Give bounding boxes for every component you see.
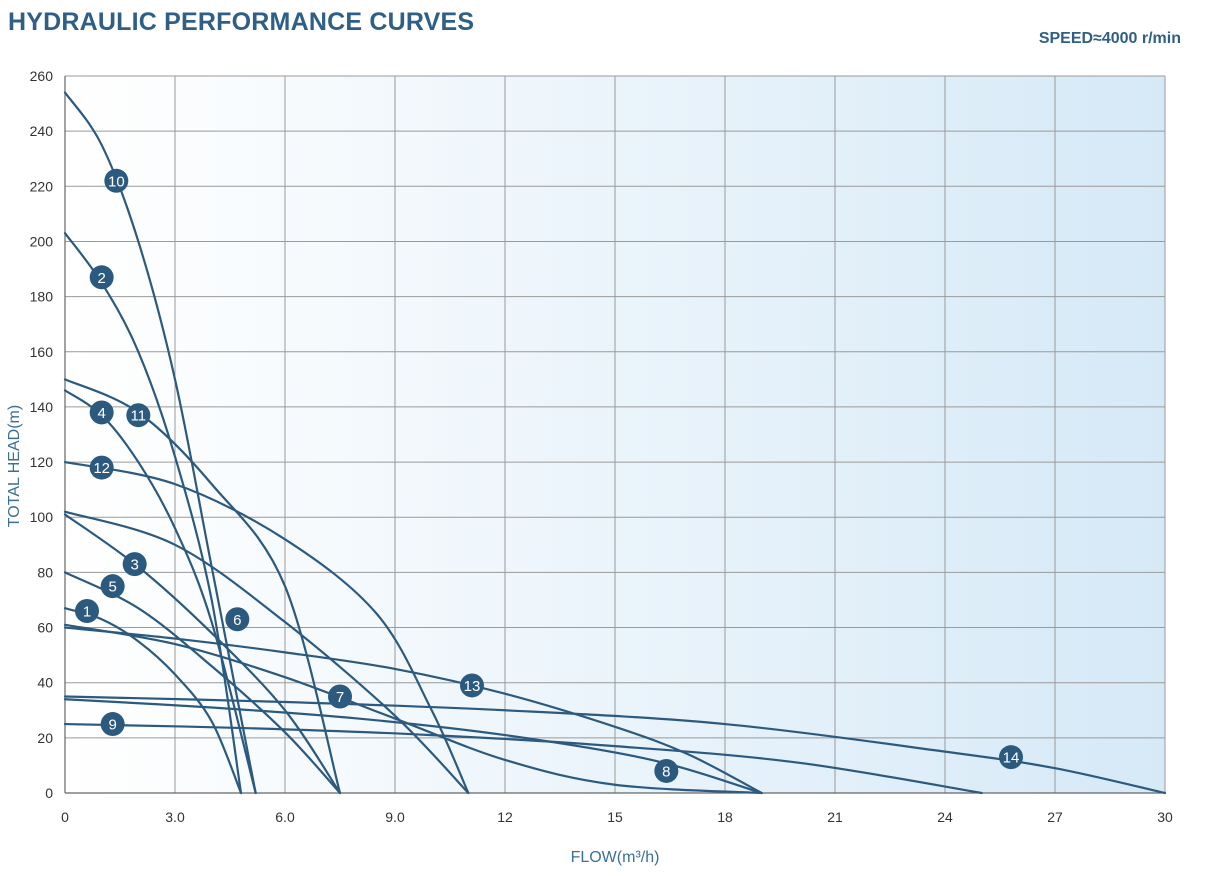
curve-label-13: 13 bbox=[460, 673, 484, 698]
y-tick-label: 260 bbox=[30, 68, 54, 84]
curve-14 bbox=[63, 695, 1167, 795]
curve-label-5: 5 bbox=[100, 574, 125, 599]
curve-label-8: 8 bbox=[654, 758, 679, 783]
curve-label-text: 10 bbox=[108, 173, 125, 190]
y-tick-label: 160 bbox=[30, 344, 54, 360]
curve-label-3: 3 bbox=[122, 552, 147, 577]
curve-label-text: 1 bbox=[83, 603, 91, 620]
y-tick-label: 220 bbox=[30, 178, 54, 194]
curve-label-badge bbox=[104, 168, 129, 193]
x-tick-label: 3.0 bbox=[165, 809, 185, 825]
curve-13 bbox=[63, 626, 763, 795]
curve-label-badge bbox=[126, 403, 151, 428]
curve-label-text: 6 bbox=[233, 612, 241, 629]
curve-label-badge bbox=[100, 712, 125, 737]
curve-label-14: 14 bbox=[999, 745, 1023, 770]
curve-label-badge bbox=[75, 598, 99, 623]
curve-label-badge bbox=[460, 673, 484, 698]
curve-label-text: 8 bbox=[662, 763, 670, 780]
curve-label-11: 11 bbox=[126, 403, 151, 428]
curve-label-text: 4 bbox=[97, 405, 105, 422]
grid bbox=[64, 75, 1166, 794]
curve-label-text: 7 bbox=[336, 689, 344, 706]
y-tick-label: 20 bbox=[37, 730, 53, 746]
x-tick-label: 6.0 bbox=[275, 809, 295, 825]
curve-label-text: 9 bbox=[108, 717, 116, 734]
curve-label-4: 4 bbox=[89, 400, 114, 425]
y-tick-label: 100 bbox=[30, 509, 54, 525]
curve-9 bbox=[63, 722, 983, 795]
x-axis-label: FLOW(m³/h) bbox=[571, 849, 660, 866]
y-tick-label: 240 bbox=[30, 123, 54, 139]
y-tick-label: 40 bbox=[37, 675, 53, 691]
y-axis-ticks: 0 20 40 60 80 100 120 140 160 180 200 220 240 260 bbox=[30, 68, 54, 801]
curve-label-text: 2 bbox=[97, 270, 105, 287]
y-tick-label: 140 bbox=[30, 399, 54, 415]
curve-label-badge bbox=[999, 745, 1023, 770]
x-tick-label: 18 bbox=[717, 809, 733, 825]
curve-label-6: 6 bbox=[225, 607, 250, 632]
x-tick-label: 21 bbox=[827, 809, 843, 825]
curve-label-text: 11 bbox=[131, 408, 147, 425]
curve-label-9: 9 bbox=[100, 712, 125, 737]
curve-1 bbox=[63, 607, 243, 795]
x-tick-label: 30 bbox=[1157, 809, 1173, 825]
x-tick-label: 12 bbox=[497, 809, 513, 825]
curve-label-text: 3 bbox=[130, 557, 138, 574]
y-tick-label: 0 bbox=[45, 785, 53, 801]
y-tick-label: 80 bbox=[37, 564, 53, 580]
curve-label-7: 7 bbox=[328, 684, 352, 709]
y-tick-label: 60 bbox=[37, 620, 53, 636]
curve-11 bbox=[63, 378, 342, 795]
x-tick-label: 0 bbox=[61, 809, 69, 825]
x-tick-label: 9.0 bbox=[385, 809, 405, 825]
curve-7 bbox=[63, 623, 763, 795]
curve-label-badge bbox=[654, 758, 679, 783]
curve-label-10: 10 bbox=[104, 168, 129, 193]
curve-label-badge bbox=[89, 265, 114, 290]
curve-label-badge bbox=[225, 607, 250, 632]
curve-label-2: 2 bbox=[89, 265, 114, 290]
curve-label-text: 5 bbox=[108, 579, 116, 596]
curve-label-badge bbox=[89, 400, 114, 425]
curve-6 bbox=[63, 510, 470, 795]
curve-label-12: 12 bbox=[89, 455, 114, 480]
curve-label-badge bbox=[89, 455, 114, 480]
curve-label-1: 1 bbox=[75, 598, 99, 623]
curve-label-text: 13 bbox=[464, 678, 481, 695]
curve-label-text: 14 bbox=[1003, 750, 1020, 767]
x-tick-label: 27 bbox=[1047, 809, 1063, 825]
curve-3 bbox=[63, 513, 342, 795]
y-tick-label: 200 bbox=[30, 233, 54, 249]
curve-label-text: 12 bbox=[93, 460, 110, 477]
curve-label-badge bbox=[328, 684, 352, 709]
speed-label: SPEED≈4000 r/min bbox=[1038, 30, 1181, 47]
x-tick-label: 15 bbox=[607, 809, 623, 825]
curve-8 bbox=[63, 698, 763, 795]
y-tick-label: 180 bbox=[30, 289, 54, 305]
y-axis-label: TOTAL HEAD(m) bbox=[6, 405, 23, 527]
x-tick-label: 24 bbox=[937, 809, 953, 825]
curve-label-badge bbox=[122, 552, 147, 577]
curve-label-badge bbox=[100, 574, 125, 599]
y-tick-label: 120 bbox=[30, 454, 54, 470]
curve-12 bbox=[63, 460, 470, 795]
chart-title: HYDRAULIC PERFORMANCE CURVES bbox=[8, 8, 475, 36]
curve-10 bbox=[63, 91, 257, 795]
x-axis-ticks: 0 3.0 6.0 9.0 12 15 18 21 24 27 30 bbox=[61, 809, 1173, 825]
